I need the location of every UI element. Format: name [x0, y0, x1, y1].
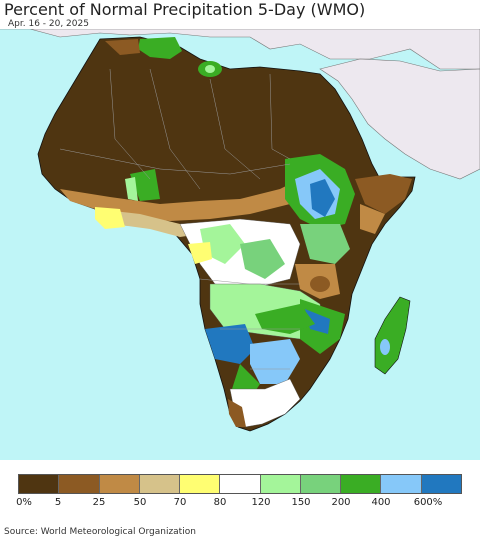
- legend-swatch: [381, 475, 422, 493]
- madagascar: [374, 296, 411, 375]
- legend-tick: 80: [213, 497, 227, 508]
- mozambique-very-wet: [305, 309, 330, 334]
- legend-swatch: [99, 475, 140, 493]
- legend-swatch: [139, 475, 181, 493]
- north-coast-low-band: [105, 39, 140, 55]
- legend-tick: 0%: [16, 497, 32, 508]
- date-range: Apr. 16 - 20, 2025: [8, 19, 89, 29]
- precipitation-map: [0, 29, 480, 460]
- somalia-low: [360, 204, 385, 234]
- legend-swatch: [220, 475, 261, 493]
- legend-swatch: [300, 475, 342, 493]
- legend-swatch: [260, 475, 301, 493]
- legend-swatch: [59, 475, 100, 493]
- color-legend: [18, 474, 462, 494]
- middle-east-land: [319, 58, 480, 180]
- legend-swatch: [180, 475, 221, 493]
- west-africa-green: [130, 169, 160, 201]
- north-coast-wet-patch: [138, 37, 182, 59]
- legend-tick: 400: [371, 497, 391, 508]
- west-africa-light-green: [125, 177, 138, 201]
- horn-dry: [355, 174, 412, 214]
- map-title: Percent of Normal Precipitation 5-Day (W…: [4, 0, 366, 19]
- legend-tick: 200: [331, 497, 351, 508]
- legend-swatch: [421, 475, 461, 493]
- south-africa-dry-cape: [228, 399, 246, 427]
- madagascar-wet-core: [380, 339, 390, 355]
- legend-tick-labels: 0% 5 25 50 70 80 120 150 200 400 600%: [0, 497, 480, 511]
- legend-tick: 50: [133, 497, 147, 508]
- ethiopia-extreme-wet: [310, 179, 335, 217]
- zambia-green: [255, 304, 315, 334]
- legend-swatch: [341, 475, 382, 493]
- namibia-extreme-wet: [205, 324, 255, 364]
- legend-tick: 600%: [413, 497, 443, 508]
- legend-tick: 150: [291, 497, 311, 508]
- legend-tick: 5: [54, 497, 62, 508]
- botswana-very-wet: [250, 339, 300, 384]
- legend-tick: 70: [173, 497, 187, 508]
- legend-tick: 120: [251, 497, 271, 508]
- west-africa-yellow: [95, 207, 125, 229]
- country-borders: [59, 68, 300, 370]
- source-credit: Source: World Meteorological Organizatio…: [4, 527, 196, 537]
- gabon-yellow: [188, 242, 212, 264]
- congo-well-above: [240, 239, 285, 279]
- legend-swatch: [19, 475, 60, 493]
- kenya-wet: [300, 224, 350, 264]
- libya-wet-core: [205, 65, 215, 73]
- tanzania-dry-core: [310, 276, 330, 292]
- legend-tick: 25: [92, 497, 106, 508]
